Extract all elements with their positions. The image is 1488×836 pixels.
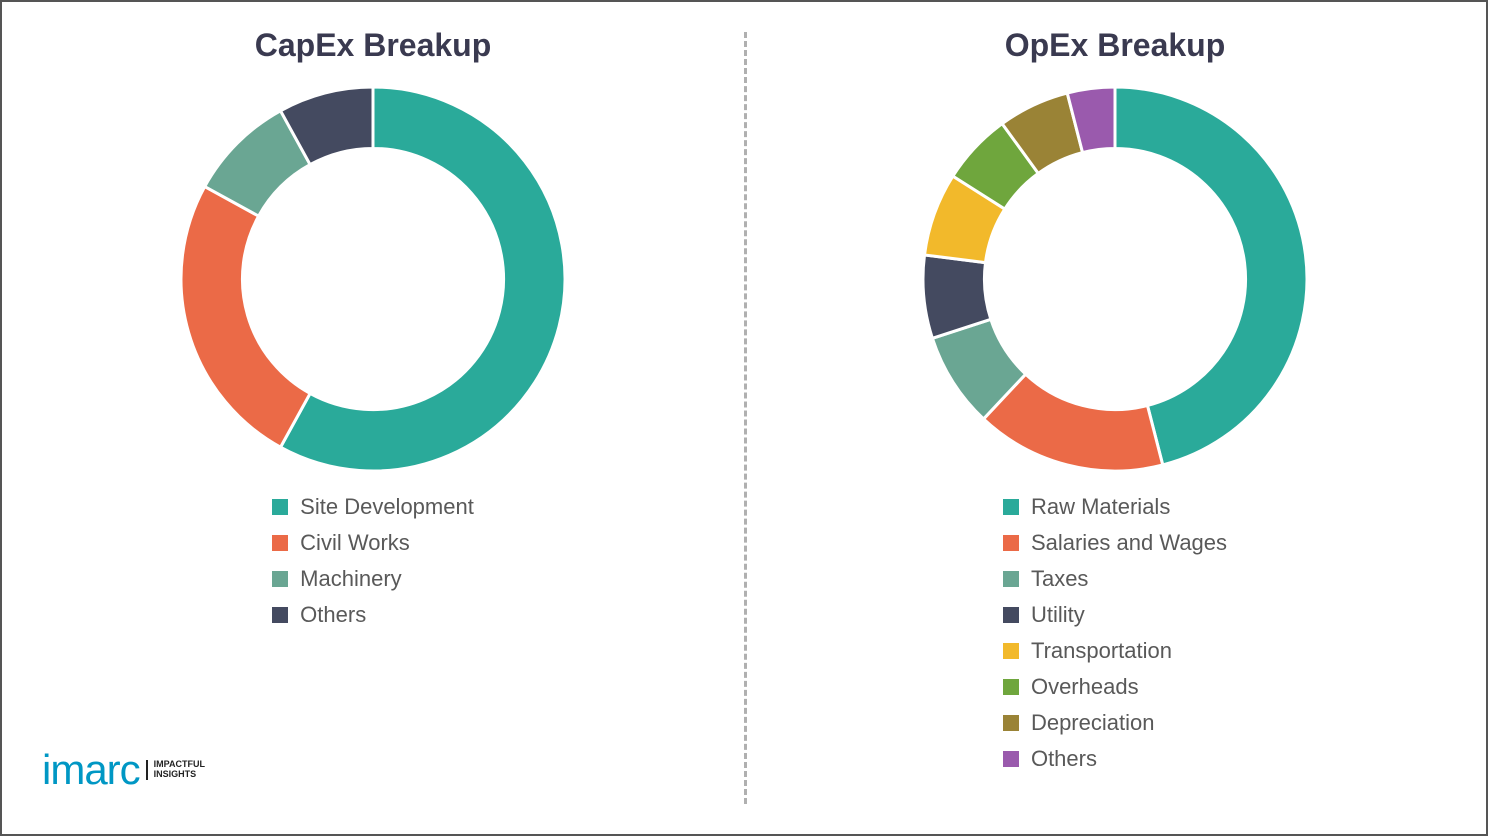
legend-item: Taxes	[1003, 566, 1088, 592]
capex-legend: Site Development Civil Works Machinery Othe…	[272, 494, 474, 628]
legend-swatch	[1003, 607, 1019, 623]
legend-item: Others	[1003, 746, 1097, 772]
legend-swatch	[1003, 643, 1019, 659]
legend-swatch	[1003, 679, 1019, 695]
legend-label: Machinery	[300, 566, 401, 592]
legend-swatch	[1003, 751, 1019, 767]
legend-label: Others	[300, 602, 366, 628]
legend-label: Depreciation	[1031, 710, 1155, 736]
capex-chart-wrap	[173, 79, 573, 479]
legend-item: Site Development	[272, 494, 474, 520]
legend-swatch	[1003, 715, 1019, 731]
legend-item: Salaries and Wages	[1003, 530, 1227, 556]
brand-logo: imarc IMPACTFUL INSIGHTS	[42, 746, 205, 794]
brand-tag-2: INSIGHTS	[154, 770, 205, 780]
legend-label: Utility	[1031, 602, 1085, 628]
opex-title: OpEx Breakup	[1005, 27, 1226, 64]
legend-label: Site Development	[300, 494, 474, 520]
legend-swatch	[272, 499, 288, 515]
legend-swatch	[272, 571, 288, 587]
legend-label: Civil Works	[300, 530, 410, 556]
legend-item: Civil Works	[272, 530, 410, 556]
legend-label: Transportation	[1031, 638, 1172, 664]
legend-item: Raw Materials	[1003, 494, 1170, 520]
legend-item: Transportation	[1003, 638, 1172, 664]
legend-label: Raw Materials	[1031, 494, 1170, 520]
legend-label: Others	[1031, 746, 1097, 772]
main-container: CapEx Breakup Site Development Civil Work…	[0, 0, 1488, 836]
legend-label: Salaries and Wages	[1031, 530, 1227, 556]
legend-item: Utility	[1003, 602, 1085, 628]
legend-swatch	[1003, 499, 1019, 515]
legend-item: Others	[272, 602, 366, 628]
legend-swatch	[272, 607, 288, 623]
legend-swatch	[1003, 571, 1019, 587]
opex-legend: Raw Materials Salaries and Wages Taxes Util…	[1003, 494, 1227, 772]
capex-donut-chart	[173, 79, 573, 479]
legend-swatch	[272, 535, 288, 551]
capex-panel: CapEx Breakup Site Development Civil Work…	[2, 2, 744, 834]
capex-title: CapEx Breakup	[255, 27, 492, 64]
opex-donut-chart	[915, 79, 1315, 479]
legend-label: Overheads	[1031, 674, 1139, 700]
brand-logo-tagline: IMPACTFUL INSIGHTS	[146, 760, 205, 780]
brand-logo-text: imarc	[42, 746, 140, 794]
legend-item: Depreciation	[1003, 710, 1155, 736]
legend-item: Machinery	[272, 566, 401, 592]
opex-chart-wrap	[915, 79, 1315, 479]
opex-panel: OpEx Breakup Raw Materials Salaries and W…	[744, 2, 1486, 834]
legend-item: Overheads	[1003, 674, 1139, 700]
donut-slice	[181, 187, 310, 448]
legend-swatch	[1003, 535, 1019, 551]
legend-label: Taxes	[1031, 566, 1088, 592]
